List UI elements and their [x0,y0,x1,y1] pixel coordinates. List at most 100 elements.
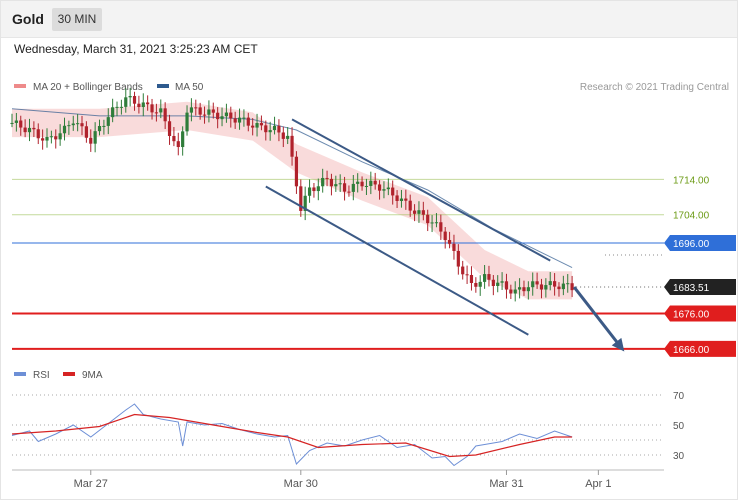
candle-body [137,103,141,108]
candle-body [325,177,329,179]
candle-body [570,283,574,291]
candle-body [106,117,110,126]
candle-body [316,186,320,192]
candle-body [97,125,102,132]
candle-body [487,274,491,280]
candle-body [102,125,106,127]
candle-body [434,222,439,224]
legend-label-ma50: MA 50 [175,82,204,93]
candle-body [482,274,487,282]
candle-body [264,125,268,133]
candle-body [364,185,369,187]
level-tag [664,305,736,322]
candle-body [224,112,229,117]
candle-body [49,136,53,138]
candle-body [544,285,548,290]
channel-line [291,118,551,262]
candle-body [395,195,399,202]
candle-body [54,136,58,140]
candle-body [561,283,565,290]
candle-body [566,283,570,285]
candle-body [58,133,62,140]
candle-body [93,131,97,144]
candle-body [294,156,299,187]
candle-body [111,107,115,118]
candle-body [439,222,443,232]
chart-header: Gold 30 MIN [1,1,737,38]
candle-body [469,274,474,284]
x-tick-label: Mar 30 [284,478,318,490]
candle-body [399,198,404,202]
level-label: 1676.00 [673,310,710,321]
candle-body [124,97,128,107]
legend-label-9ma: 9MA [82,370,103,381]
candle-body [517,287,522,290]
candle-body [251,125,255,128]
rsi-tick-label: 50 [673,421,685,432]
candle-body [41,138,45,141]
candle-body [321,177,325,187]
candle-body [259,123,264,126]
candle-body [303,195,307,211]
candle-body [207,109,211,115]
candle-body [286,135,290,139]
channel-line [265,185,529,336]
candle-body [513,289,517,294]
candle-body [299,186,303,211]
candle-body [272,125,277,131]
candle-body [408,200,412,211]
candle-body [461,266,465,275]
candle-body [220,116,224,120]
candle-body [167,121,172,136]
forecast-arrow-head [611,337,625,352]
legend-swatch-rsi [14,372,26,376]
candle-body [373,180,377,185]
credit-text: Research © 2021 Trading Central [580,82,729,93]
candle-body [338,183,342,185]
timeframe-button[interactable]: 30 MIN [52,8,102,31]
candle-body [189,107,194,113]
candle-body [443,231,447,241]
candle-body [478,281,482,287]
candle-body [504,281,509,290]
candle-body [246,117,250,126]
candle-body [45,136,49,141]
candle-body [19,120,23,128]
candle-body [404,198,408,201]
candle-body [146,102,150,105]
candle-body [233,118,237,123]
candle-body [229,112,233,119]
level-label: 1704.00 [673,211,710,222]
candle-body [491,279,495,286]
x-tick-label: Mar 27 [74,478,108,490]
candle-body [67,125,71,127]
ma50-line [11,108,573,269]
legend-label-rsi: RSI [33,370,50,381]
candle-body [496,282,500,286]
candle-body [89,137,93,144]
candle-body [347,191,351,193]
rsi-tick-label: 30 [673,451,685,462]
candle-body [202,114,207,116]
candle-body [369,180,373,186]
legend-swatch-9ma [63,372,75,376]
level-tag [664,234,736,251]
candle-body [356,181,360,184]
candle-body [277,125,281,133]
instrument-title: Gold [12,11,44,27]
level-tag [664,279,736,296]
forecast-arrow-shaft [572,286,622,348]
candle-body [211,109,215,113]
candle-body [456,250,460,267]
candle-body [417,210,421,214]
candle-body [526,287,530,292]
candle-body [329,178,334,187]
level-label: 1696.00 [673,239,710,250]
candle-body [242,117,246,119]
candle-body [307,187,312,196]
candle-body [386,187,390,190]
candle-body [128,96,132,98]
rsi-tick-label: 70 [673,391,685,402]
candle-body [10,122,14,124]
